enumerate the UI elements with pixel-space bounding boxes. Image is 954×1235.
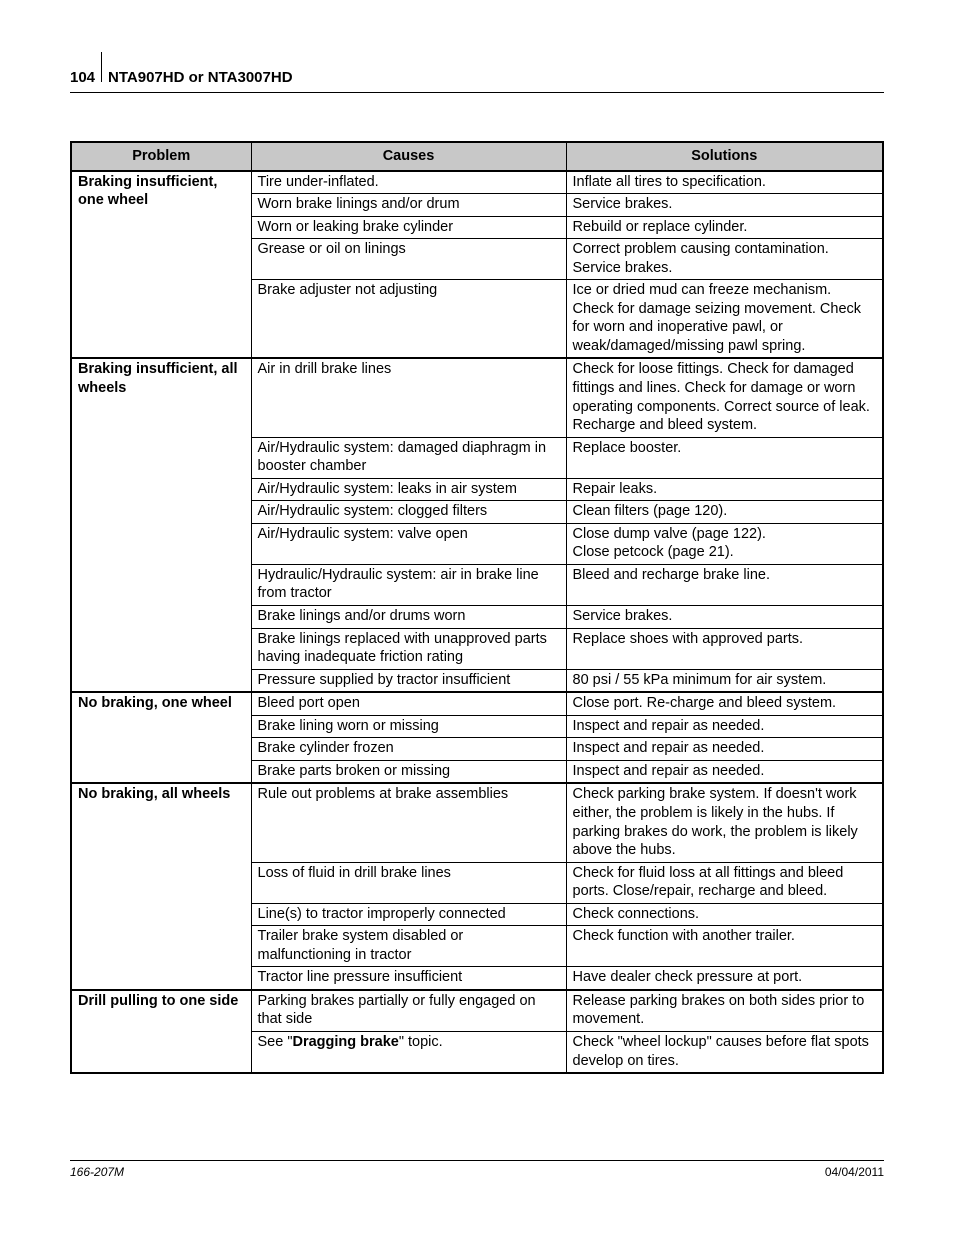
header-separator: [101, 52, 102, 82]
solution-cell: Check parking brake system. If doesn't w…: [566, 783, 883, 862]
footer-doc-id: 166-207M: [70, 1165, 124, 1179]
cause-cell: Parking brakes partially or fully engage…: [251, 990, 566, 1032]
col-causes: Causes: [251, 142, 566, 171]
cause-cell: Trailer brake system disabled or malfunc…: [251, 926, 566, 967]
cause-cell: Tractor line pressure insufficient: [251, 967, 566, 990]
solution-cell: Clean filters (page 120).: [566, 501, 883, 524]
solution-cell: Inspect and repair as needed.: [566, 760, 883, 783]
cause-cell: Brake cylinder frozen: [251, 738, 566, 761]
solution-cell: Check function with another trailer.: [566, 926, 883, 967]
solution-cell: Check "wheel lockup" causes before flat …: [566, 1031, 883, 1073]
cause-cell: Air/Hydraulic system: leaks in air syste…: [251, 478, 566, 501]
solution-cell: Replace shoes with approved parts.: [566, 628, 883, 669]
problem-cell: Drill pulling to one side: [71, 990, 251, 1073]
footer-date: 04/04/2011: [825, 1165, 884, 1179]
table-row: No braking, all wheelsRule out problems …: [71, 783, 883, 862]
solution-cell: 80 psi / 55 kPa minimum for air system.: [566, 669, 883, 692]
cause-cell: Brake adjuster not adjusting: [251, 280, 566, 359]
table-row: Braking insufficient, all wheelsAir in d…: [71, 358, 883, 437]
solution-cell: Have dealer check pressure at port.: [566, 967, 883, 990]
solution-cell: Inspect and repair as needed.: [566, 715, 883, 738]
solution-cell: Bleed and recharge brake line.: [566, 564, 883, 605]
cause-cell: Bleed port open: [251, 692, 566, 715]
cause-cell: See "Dragging brake" topic.: [251, 1031, 566, 1073]
troubleshooting-table: Problem Causes Solutions Braking insuffi…: [70, 141, 884, 1074]
cause-cell: Brake parts broken or missing: [251, 760, 566, 783]
cause-cell: Worn brake linings and/or drum: [251, 194, 566, 217]
solution-cell: Close dump valve (page 122). Close petco…: [566, 523, 883, 564]
solution-cell: Inflate all tires to specification.: [566, 171, 883, 194]
cause-cell: Air/Hydraulic system: valve open: [251, 523, 566, 564]
problem-cell: No braking, one wheel: [71, 692, 251, 783]
page-header: 104 NTA907HD or NTA3007HD: [70, 52, 884, 86]
cause-cell: Loss of fluid in drill brake lines: [251, 862, 566, 903]
solution-cell: Service brakes.: [566, 606, 883, 629]
solution-cell: Service brakes.: [566, 194, 883, 217]
cause-cell: Hydraulic/Hydraulic system: air in brake…: [251, 564, 566, 605]
cause-cell: Line(s) to tractor improperly connected: [251, 903, 566, 926]
table-row: Braking insufficient, one wheelTire unde…: [71, 171, 883, 194]
solution-cell: Release parking brakes on both sides pri…: [566, 990, 883, 1032]
solution-cell: Repair leaks.: [566, 478, 883, 501]
cause-cell: Grease or oil on linings: [251, 239, 566, 280]
problem-cell: Braking insufficient, one wheel: [71, 171, 251, 359]
solution-cell: Inspect and repair as needed.: [566, 738, 883, 761]
cause-cell: Pressure supplied by tractor insufficien…: [251, 669, 566, 692]
solution-cell: Correct problem causing contamination. S…: [566, 239, 883, 280]
table-row: Drill pulling to one sideParking brakes …: [71, 990, 883, 1032]
col-problem: Problem: [71, 142, 251, 171]
table-row: No braking, one wheelBleed port openClos…: [71, 692, 883, 715]
table-header-row: Problem Causes Solutions: [71, 142, 883, 171]
page-number: 104: [70, 69, 95, 86]
solution-cell: Rebuild or replace cylinder.: [566, 216, 883, 239]
problem-cell: No braking, all wheels: [71, 783, 251, 989]
cause-cell: Air/Hydraulic system: clogged filters: [251, 501, 566, 524]
page-footer: 166-207M 04/04/2011: [70, 1160, 884, 1179]
cause-cell: Brake linings and/or drums worn: [251, 606, 566, 629]
cause-cell: Tire under-inflated.: [251, 171, 566, 194]
cause-cell: Air in drill brake lines: [251, 358, 566, 437]
cause-cell: Air/Hydraulic system: damaged diaphragm …: [251, 437, 566, 478]
col-solutions: Solutions: [566, 142, 883, 171]
solution-cell: Close port. Re-charge and bleed system.: [566, 692, 883, 715]
solution-cell: Ice or dried mud can freeze mechanism. C…: [566, 280, 883, 359]
model-name: NTA907HD or NTA3007HD: [108, 69, 293, 86]
cause-cell: Brake linings replaced with unapproved p…: [251, 628, 566, 669]
solution-cell: Check connections.: [566, 903, 883, 926]
page: 104 NTA907HD or NTA3007HD Problem Causes…: [0, 0, 954, 1235]
cause-cell: Rule out problems at brake assemblies: [251, 783, 566, 862]
cause-cell: Brake lining worn or missing: [251, 715, 566, 738]
problem-cell: Braking insufficient, all wheels: [71, 358, 251, 692]
cause-cell: Worn or leaking brake cylinder: [251, 216, 566, 239]
solution-cell: Replace booster.: [566, 437, 883, 478]
solution-cell: Check for loose fittings. Check for dama…: [566, 358, 883, 437]
solution-cell: Check for fluid loss at all fittings and…: [566, 862, 883, 903]
header-rule: [70, 92, 884, 93]
